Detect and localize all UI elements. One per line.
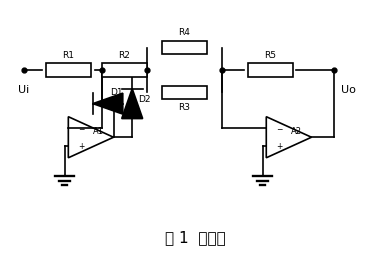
Text: R1: R1: [63, 51, 75, 60]
Text: $-$: $-$: [78, 124, 85, 132]
Bar: [102, 64, 147, 77]
Text: A2: A2: [291, 127, 302, 136]
Text: D2: D2: [138, 95, 150, 104]
Text: A1: A1: [93, 127, 104, 136]
Text: R4: R4: [178, 28, 190, 37]
Text: $+$: $+$: [276, 142, 283, 151]
Text: $-$: $-$: [276, 124, 283, 132]
Text: R3: R3: [178, 103, 190, 112]
Text: Uo: Uo: [341, 85, 356, 95]
Text: $+$: $+$: [78, 142, 85, 151]
Text: R5: R5: [264, 51, 276, 60]
Bar: [46, 64, 91, 77]
Text: Ui: Ui: [18, 85, 29, 95]
Text: D1: D1: [110, 88, 122, 97]
Bar: [162, 86, 207, 99]
Text: R2: R2: [118, 51, 131, 60]
Polygon shape: [93, 93, 123, 114]
Text: 图 1  经典型: 图 1 经典型: [165, 231, 226, 246]
Bar: [162, 41, 207, 54]
Polygon shape: [122, 89, 143, 119]
Bar: [248, 64, 292, 77]
